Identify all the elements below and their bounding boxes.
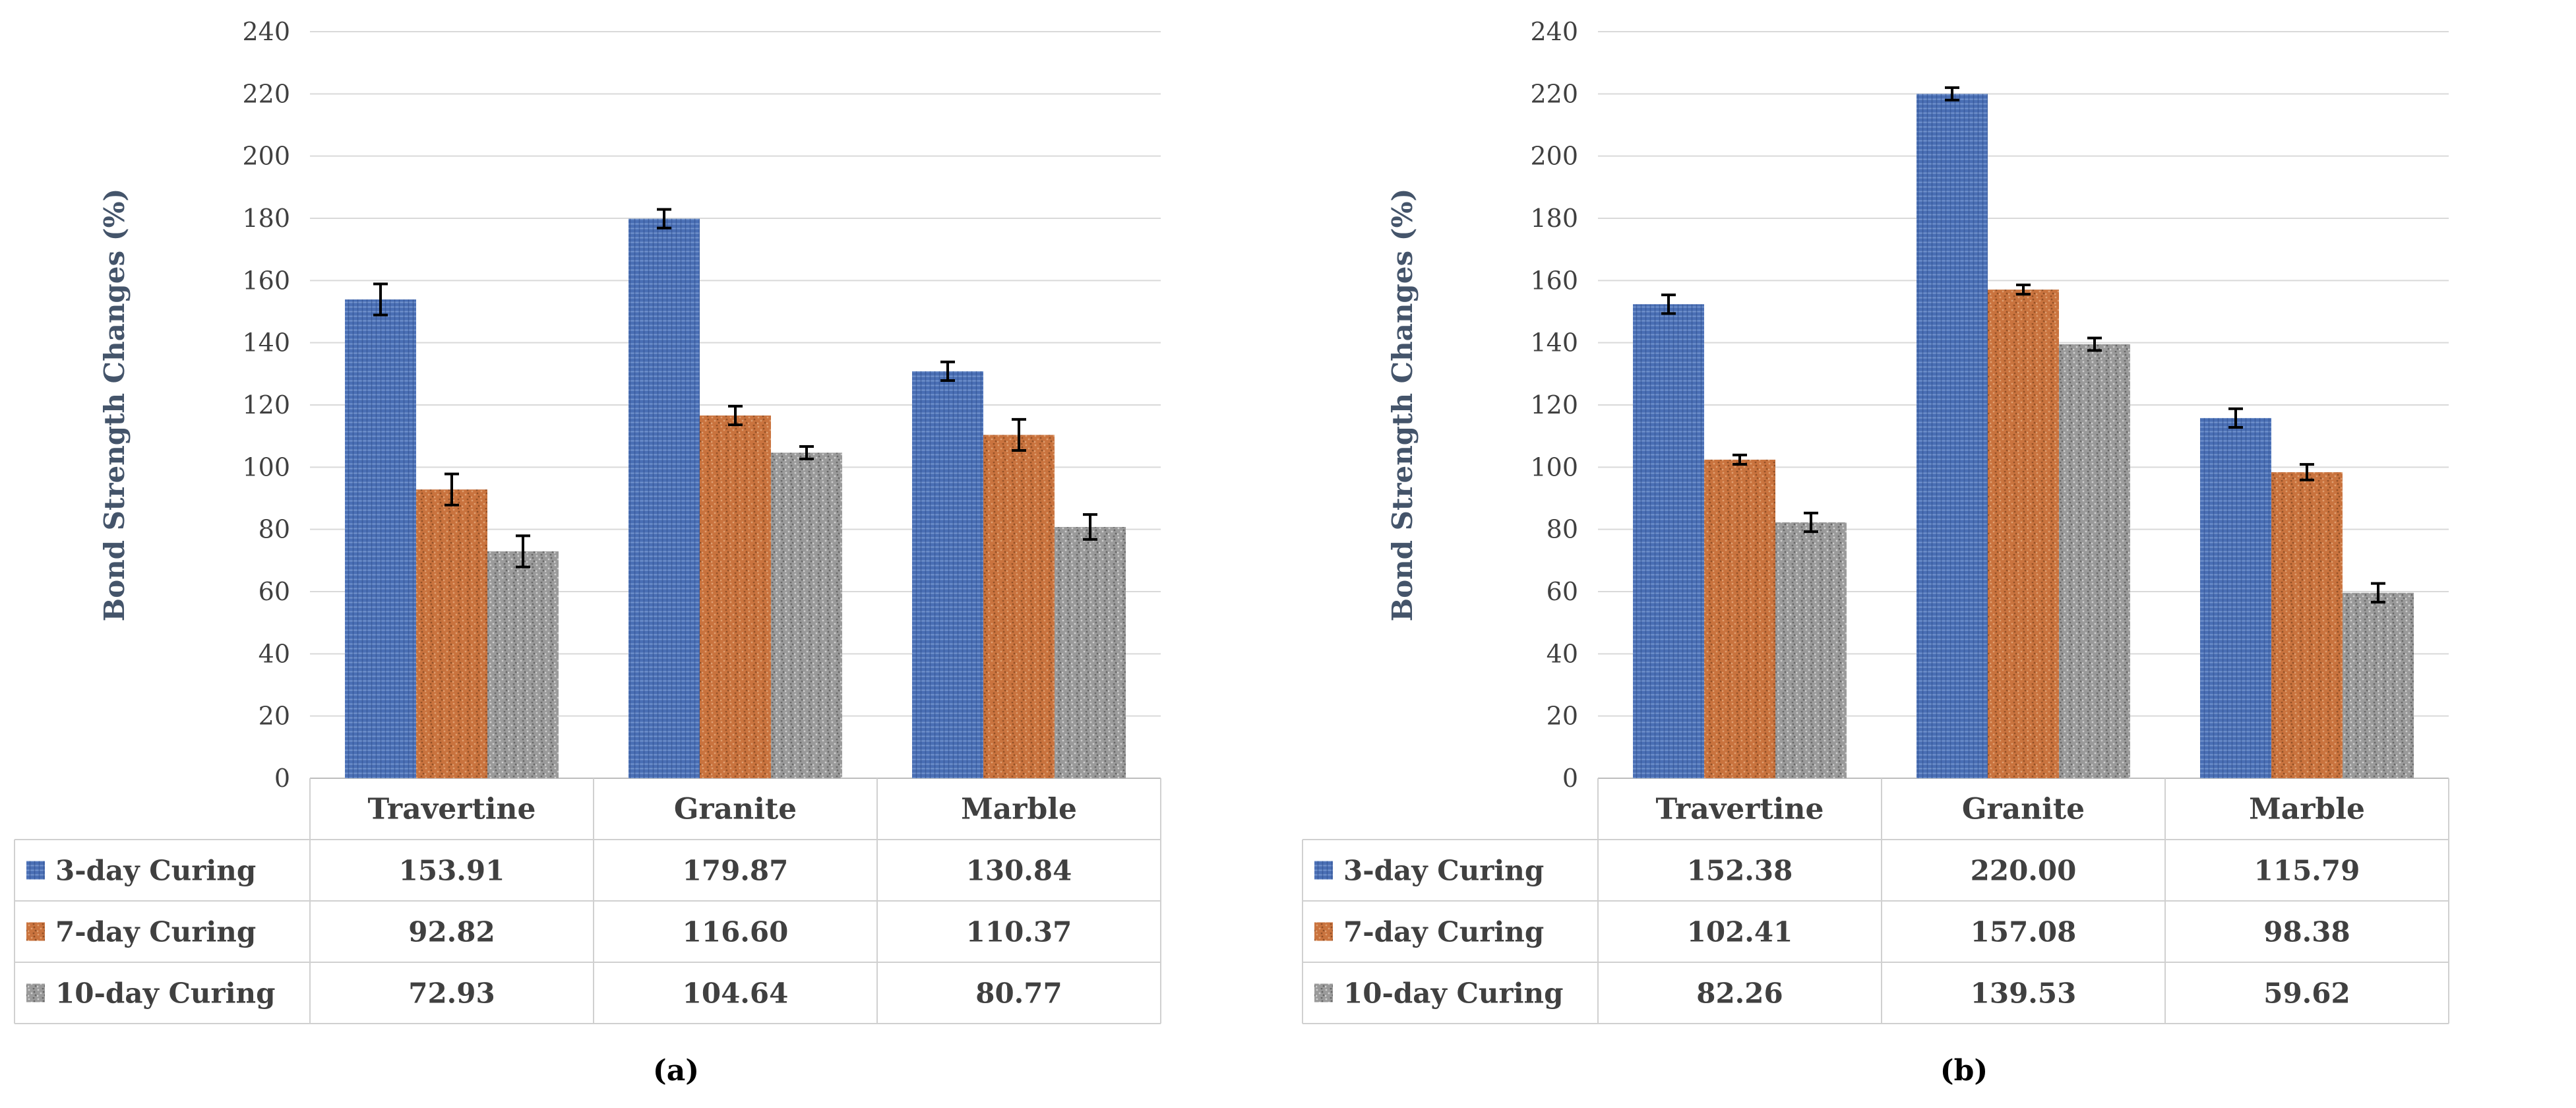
y-tick-label: 120 — [1530, 390, 1578, 419]
bar-3-day-curing-granite — [629, 218, 700, 778]
y-tick-label: 220 — [242, 79, 290, 108]
y-tick-label: 80 — [259, 515, 290, 544]
bar-10-day-curing-travertine — [487, 551, 559, 778]
y-tick-label: 160 — [1530, 266, 1578, 295]
table-value-7-day-curing-travertine: 92.82 — [408, 916, 495, 948]
y-tick-label: 220 — [1530, 79, 1578, 108]
chart-panel-b: 0 20 40 60 80 100 120 140 160 180 200 220 240 Bond St… — [1302, 17, 2449, 1088]
bar-3-day-curing-marble — [912, 371, 983, 778]
y-tick-label: 60 — [1547, 577, 1578, 606]
table-value-3-day-curing-travertine: 153.91 — [399, 855, 505, 887]
y-tick-label: 20 — [259, 702, 290, 731]
table-value-7-day-curing-granite: 157.08 — [1971, 916, 2077, 948]
table-value-10-day-curing-travertine: 82.26 — [1696, 977, 1783, 1010]
table-value-3-day-curing-granite: 179.87 — [683, 855, 789, 887]
bar-7-day-curing-granite — [1988, 290, 2059, 779]
table-value-7-day-curing-marble: 110.37 — [966, 916, 1072, 948]
legend-swatch-7-day-curing — [26, 922, 45, 941]
x-category-label-granite: Granite — [674, 793, 797, 826]
panel-label: (b) — [1940, 1054, 1988, 1088]
table-value-10-day-curing-travertine: 72.93 — [408, 977, 495, 1010]
bar-10-day-curing-granite — [2059, 344, 2130, 778]
y-tick-label: 180 — [1530, 204, 1578, 233]
y-tick-label: 240 — [242, 17, 290, 46]
bar-10-day-curing-travertine — [1775, 522, 1847, 778]
y-tick-label: 20 — [1547, 702, 1578, 731]
bar-3-day-curing-travertine — [1633, 304, 1704, 779]
bar-3-day-curing-granite — [1917, 94, 1988, 778]
bar-7-day-curing-marble — [983, 435, 1055, 778]
chart-panel-a: 0 20 40 60 80 100 120 140 160 180 200 220 240 Bond St… — [14, 17, 1161, 1088]
y-tick-label: 140 — [242, 328, 290, 357]
legend-swatch-7-day-curing — [1314, 922, 1333, 941]
y-tick-label: 40 — [259, 639, 290, 668]
table-value-7-day-curing-granite: 116.60 — [683, 916, 789, 948]
table-value-10-day-curing-granite: 139.53 — [1971, 977, 2077, 1010]
y-tick-label: 40 — [1547, 639, 1578, 668]
bar-7-day-curing-granite — [700, 416, 771, 778]
legend-swatch-10-day-curing — [26, 983, 45, 1002]
y-tick-label: 60 — [259, 577, 290, 606]
bar-10-day-curing-marble — [2343, 592, 2414, 778]
table-value-10-day-curing-marble: 80.77 — [975, 977, 1062, 1010]
y-tick-label: 120 — [242, 390, 290, 419]
bar-3-day-curing-marble — [2200, 417, 2271, 778]
table-value-10-day-curing-marble: 59.62 — [2263, 977, 2350, 1010]
x-category-label-travertine: Travertine — [368, 793, 536, 826]
legend-label-7-day-curing: 7-day Curing — [1343, 916, 1544, 948]
bar-3-day-curing-travertine — [345, 299, 416, 778]
legend-label-10-day-curing: 10-day Curing — [1343, 977, 1563, 1010]
y-tick-label: 80 — [1547, 515, 1578, 544]
y-tick-label: 180 — [242, 204, 290, 233]
table-value-3-day-curing-marble: 115.79 — [2254, 855, 2360, 887]
legend-swatch-3-day-curing — [1314, 861, 1333, 880]
x-category-label-travertine: Travertine — [1656, 793, 1824, 826]
y-axis-title: Bond Strength Changes (%) — [1386, 189, 1419, 622]
y-tick-label: 200 — [1530, 142, 1578, 171]
panel-label: (a) — [653, 1054, 699, 1088]
legend-label-3-day-curing: 3-day Curing — [1343, 855, 1544, 887]
x-category-label-marble: Marble — [961, 793, 1077, 826]
bar-10-day-curing-marble — [1055, 527, 1126, 778]
table-value-3-day-curing-travertine: 152.38 — [1687, 855, 1793, 887]
y-axis-title: Bond Strength Changes (%) — [98, 189, 131, 622]
x-category-label-granite: Granite — [1962, 793, 2085, 826]
y-tick-label: 0 — [1562, 764, 1578, 793]
y-tick-label: 240 — [1530, 17, 1578, 46]
y-tick-label: 100 — [1530, 452, 1578, 481]
x-category-label-marble: Marble — [2249, 793, 2365, 826]
y-tick-label: 200 — [242, 142, 290, 171]
table-value-7-day-curing-marble: 98.38 — [2263, 916, 2350, 948]
table-value-10-day-curing-granite: 104.64 — [683, 977, 789, 1010]
bar-7-day-curing-travertine — [1704, 459, 1775, 778]
bar-7-day-curing-travertine — [416, 489, 487, 778]
legend-label-10-day-curing: 10-day Curing — [55, 977, 275, 1010]
y-tick-label: 160 — [242, 266, 290, 295]
table-value-3-day-curing-marble: 130.84 — [966, 855, 1072, 887]
legend-swatch-10-day-curing — [1314, 983, 1333, 1002]
bar-10-day-curing-granite — [771, 452, 842, 778]
y-tick-label: 0 — [274, 764, 290, 793]
bar-7-day-curing-marble — [2271, 472, 2343, 778]
y-tick-label: 140 — [1530, 328, 1578, 357]
y-tick-label: 100 — [242, 452, 290, 481]
legend-label-7-day-curing: 7-day Curing — [55, 916, 256, 948]
legend-label-3-day-curing: 3-day Curing — [55, 855, 256, 887]
legend-swatch-3-day-curing — [26, 861, 45, 880]
table-value-3-day-curing-granite: 220.00 — [1971, 855, 2077, 887]
table-value-7-day-curing-travertine: 102.41 — [1687, 916, 1793, 948]
